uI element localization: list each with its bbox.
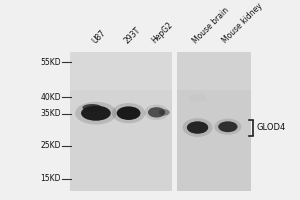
Ellipse shape: [145, 105, 169, 120]
Text: GLOD4: GLOD4: [257, 123, 286, 132]
Text: 15KD: 15KD: [40, 174, 61, 183]
Bar: [70, 52, 172, 90]
Bar: [177, 52, 251, 191]
Text: U87: U87: [90, 28, 107, 45]
Bar: [177, 52, 251, 90]
Text: 55KD: 55KD: [40, 58, 61, 67]
Ellipse shape: [214, 119, 242, 135]
Ellipse shape: [218, 121, 238, 132]
Ellipse shape: [82, 104, 102, 111]
Text: 40KD: 40KD: [40, 93, 61, 102]
Bar: [70, 52, 172, 191]
Ellipse shape: [187, 121, 208, 134]
Text: 25KD: 25KD: [40, 141, 61, 150]
Text: HepG2: HepG2: [150, 21, 174, 45]
Text: Mouse brain: Mouse brain: [191, 6, 231, 45]
Ellipse shape: [183, 118, 212, 137]
Text: 35KD: 35KD: [40, 109, 61, 118]
Ellipse shape: [189, 94, 206, 102]
Text: Mouse kidney: Mouse kidney: [221, 2, 265, 45]
Ellipse shape: [81, 106, 111, 121]
Ellipse shape: [75, 102, 117, 125]
Ellipse shape: [148, 107, 165, 118]
Text: 293T: 293T: [123, 25, 143, 45]
Ellipse shape: [159, 109, 170, 116]
Ellipse shape: [117, 106, 140, 120]
Ellipse shape: [112, 103, 145, 123]
